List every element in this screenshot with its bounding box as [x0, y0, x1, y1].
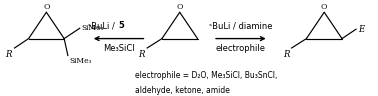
Text: 5: 5	[118, 21, 124, 30]
Text: O: O	[177, 3, 183, 11]
Text: R: R	[5, 50, 12, 59]
Text: O: O	[43, 3, 50, 11]
Text: aldehyde, ketone, amide: aldehyde, ketone, amide	[135, 86, 230, 95]
Text: O: O	[321, 3, 327, 11]
Text: SiMe₃: SiMe₃	[82, 24, 104, 32]
Text: electrophile: electrophile	[216, 44, 266, 53]
Text: ˢBuLi / diamine: ˢBuLi / diamine	[209, 21, 273, 30]
Text: ˢBuLi /: ˢBuLi /	[88, 21, 118, 30]
Text: electrophile = D₂O, Me₃SiCl, Bu₃SnCl,: electrophile = D₂O, Me₃SiCl, Bu₃SnCl,	[135, 71, 278, 80]
Text: SiMe₃: SiMe₃	[70, 57, 92, 65]
Text: E: E	[358, 25, 364, 34]
Text: R: R	[138, 50, 145, 59]
Text: R: R	[283, 50, 290, 59]
Text: Me₃SiCl: Me₃SiCl	[103, 44, 135, 53]
